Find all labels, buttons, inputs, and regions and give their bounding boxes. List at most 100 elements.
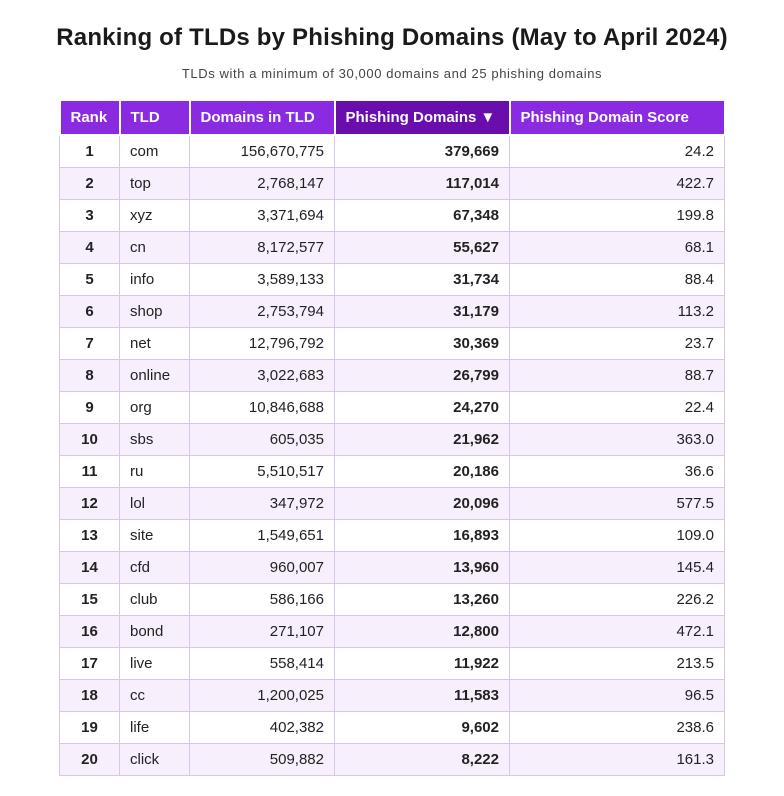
cell-domains: 8,172,577 bbox=[190, 232, 335, 264]
cell-rank: 17 bbox=[60, 648, 120, 680]
cell-score: 109.0 bbox=[510, 520, 725, 552]
cell-score: 113.2 bbox=[510, 296, 725, 328]
cell-tld: cfd bbox=[120, 552, 190, 584]
cell-domains: 402,382 bbox=[190, 712, 335, 744]
cell-score: 36.6 bbox=[510, 456, 725, 488]
cell-rank: 8 bbox=[60, 360, 120, 392]
table-row: 11ru5,510,51720,18636.6 bbox=[60, 456, 725, 488]
cell-rank: 18 bbox=[60, 680, 120, 712]
cell-tld: top bbox=[120, 168, 190, 200]
table-row: 4cn8,172,57755,62768.1 bbox=[60, 232, 725, 264]
table-row: 6shop2,753,79431,179113.2 bbox=[60, 296, 725, 328]
phishing-tld-table: Rank TLD Domains in TLD Phishing Domains… bbox=[59, 99, 726, 776]
cell-domains: 156,670,775 bbox=[190, 135, 335, 168]
cell-rank: 12 bbox=[60, 488, 120, 520]
cell-rank: 13 bbox=[60, 520, 120, 552]
cell-domains: 558,414 bbox=[190, 648, 335, 680]
cell-phishing: 117,014 bbox=[335, 168, 510, 200]
col-header-domains[interactable]: Domains in TLD bbox=[190, 100, 335, 135]
cell-rank: 10 bbox=[60, 424, 120, 456]
table-row: 7net12,796,79230,36923.7 bbox=[60, 328, 725, 360]
cell-phishing: 11,922 bbox=[335, 648, 510, 680]
table-row: 19life402,3829,602238.6 bbox=[60, 712, 725, 744]
cell-tld: live bbox=[120, 648, 190, 680]
cell-tld: life bbox=[120, 712, 190, 744]
col-header-tld[interactable]: TLD bbox=[120, 100, 190, 135]
cell-phishing: 55,627 bbox=[335, 232, 510, 264]
cell-domains: 5,510,517 bbox=[190, 456, 335, 488]
cell-score: 88.4 bbox=[510, 264, 725, 296]
cell-score: 363.0 bbox=[510, 424, 725, 456]
cell-score: 24.2 bbox=[510, 135, 725, 168]
cell-phishing: 20,096 bbox=[335, 488, 510, 520]
cell-tld: club bbox=[120, 584, 190, 616]
cell-rank: 9 bbox=[60, 392, 120, 424]
cell-rank: 6 bbox=[60, 296, 120, 328]
cell-domains: 2,768,147 bbox=[190, 168, 335, 200]
cell-domains: 2,753,794 bbox=[190, 296, 335, 328]
cell-score: 22.4 bbox=[510, 392, 725, 424]
cell-tld: cc bbox=[120, 680, 190, 712]
cell-score: 23.7 bbox=[510, 328, 725, 360]
table-row: 14cfd960,00713,960145.4 bbox=[60, 552, 725, 584]
cell-tld: ru bbox=[120, 456, 190, 488]
cell-domains: 605,035 bbox=[190, 424, 335, 456]
cell-rank: 19 bbox=[60, 712, 120, 744]
table-row: 12lol347,97220,096577.5 bbox=[60, 488, 725, 520]
cell-domains: 271,107 bbox=[190, 616, 335, 648]
table-row: 13site1,549,65116,893109.0 bbox=[60, 520, 725, 552]
table-row: 10sbs605,03521,962363.0 bbox=[60, 424, 725, 456]
cell-domains: 586,166 bbox=[190, 584, 335, 616]
page-subtitle: TLDs with a minimum of 30,000 domains an… bbox=[24, 66, 760, 81]
cell-phishing: 13,960 bbox=[335, 552, 510, 584]
cell-rank: 2 bbox=[60, 168, 120, 200]
col-header-score[interactable]: Phishing Domain Score bbox=[510, 100, 725, 135]
cell-phishing: 30,369 bbox=[335, 328, 510, 360]
cell-tld: lol bbox=[120, 488, 190, 520]
cell-domains: 509,882 bbox=[190, 744, 335, 776]
cell-phishing: 11,583 bbox=[335, 680, 510, 712]
cell-tld: sbs bbox=[120, 424, 190, 456]
cell-phishing: 379,669 bbox=[335, 135, 510, 168]
table-row: 17live558,41411,922213.5 bbox=[60, 648, 725, 680]
cell-phishing: 13,260 bbox=[335, 584, 510, 616]
cell-score: 213.5 bbox=[510, 648, 725, 680]
cell-domains: 1,200,025 bbox=[190, 680, 335, 712]
cell-score: 199.8 bbox=[510, 200, 725, 232]
table-row: 15club586,16613,260226.2 bbox=[60, 584, 725, 616]
cell-phishing: 31,734 bbox=[335, 264, 510, 296]
cell-phishing: 20,186 bbox=[335, 456, 510, 488]
table-row: 18cc1,200,02511,58396.5 bbox=[60, 680, 725, 712]
cell-tld: site bbox=[120, 520, 190, 552]
cell-tld: bond bbox=[120, 616, 190, 648]
cell-tld: click bbox=[120, 744, 190, 776]
cell-score: 88.7 bbox=[510, 360, 725, 392]
cell-tld: online bbox=[120, 360, 190, 392]
cell-phishing: 21,962 bbox=[335, 424, 510, 456]
cell-phishing: 67,348 bbox=[335, 200, 510, 232]
table-row: 9org10,846,68824,27022.4 bbox=[60, 392, 725, 424]
cell-phishing: 26,799 bbox=[335, 360, 510, 392]
cell-score: 96.5 bbox=[510, 680, 725, 712]
cell-rank: 5 bbox=[60, 264, 120, 296]
cell-rank: 15 bbox=[60, 584, 120, 616]
cell-rank: 1 bbox=[60, 135, 120, 168]
cell-tld: shop bbox=[120, 296, 190, 328]
cell-domains: 12,796,792 bbox=[190, 328, 335, 360]
cell-rank: 4 bbox=[60, 232, 120, 264]
cell-domains: 3,022,683 bbox=[190, 360, 335, 392]
cell-rank: 3 bbox=[60, 200, 120, 232]
cell-phishing: 24,270 bbox=[335, 392, 510, 424]
cell-phishing: 12,800 bbox=[335, 616, 510, 648]
cell-phishing: 8,222 bbox=[335, 744, 510, 776]
col-header-phishing-domains[interactable]: Phishing Domains▼ bbox=[335, 100, 510, 135]
cell-domains: 3,371,694 bbox=[190, 200, 335, 232]
col-header-rank[interactable]: Rank bbox=[60, 100, 120, 135]
table-row: 20click509,8828,222161.3 bbox=[60, 744, 725, 776]
cell-tld: xyz bbox=[120, 200, 190, 232]
cell-domains: 1,549,651 bbox=[190, 520, 335, 552]
cell-score: 226.2 bbox=[510, 584, 725, 616]
cell-score: 161.3 bbox=[510, 744, 725, 776]
cell-domains: 960,007 bbox=[190, 552, 335, 584]
table-row: 1com156,670,775379,66924.2 bbox=[60, 135, 725, 168]
